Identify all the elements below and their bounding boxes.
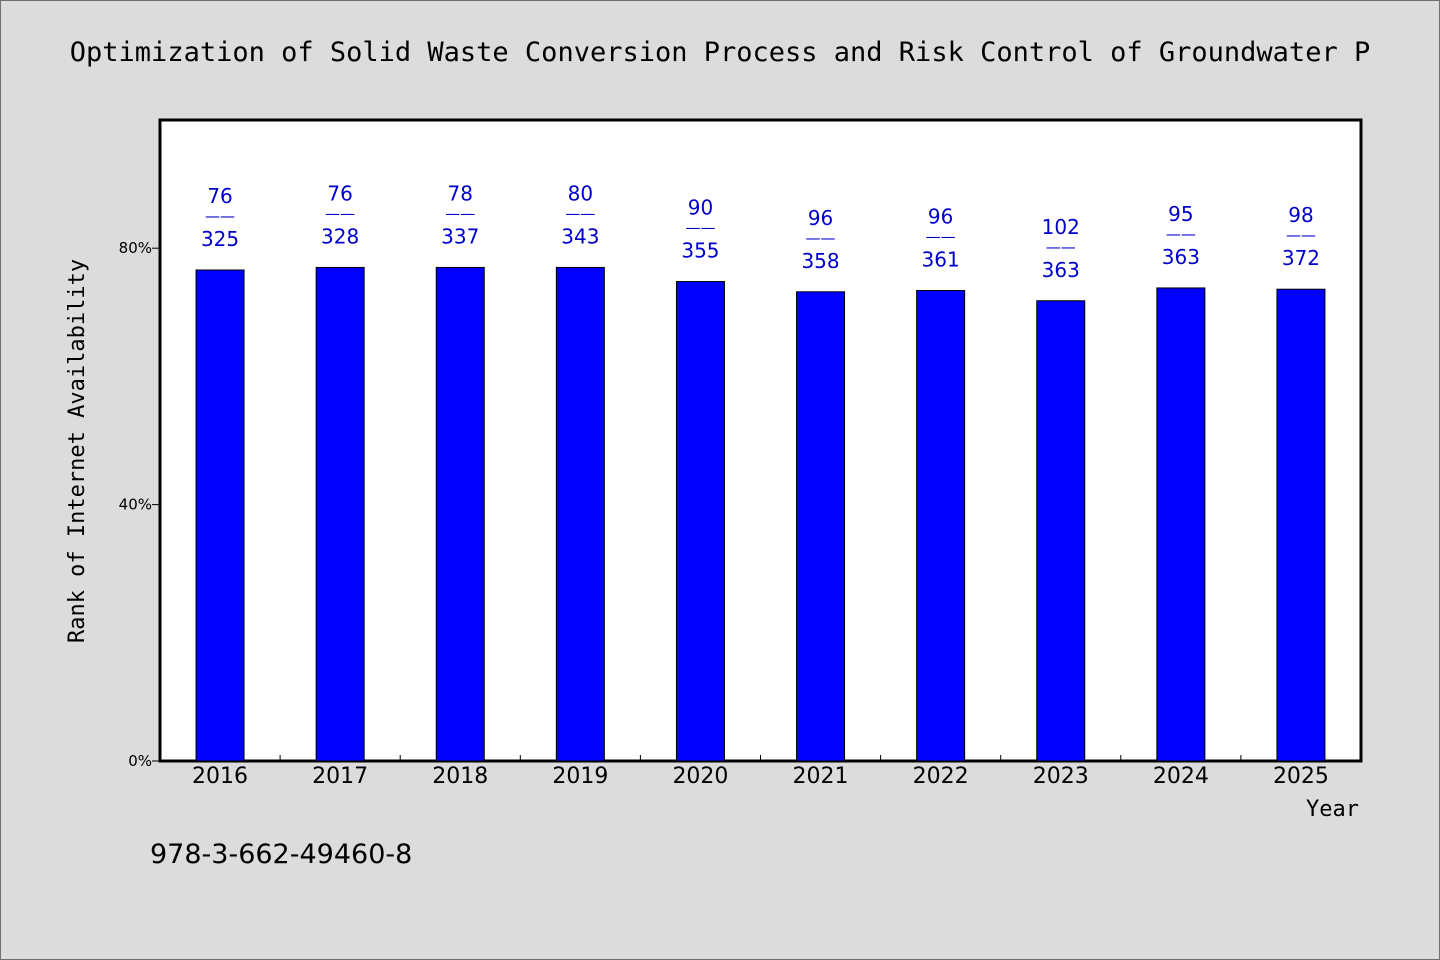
bar-2019 bbox=[555, 266, 605, 762]
x-tick-label-2023: 2023 bbox=[1033, 764, 1089, 789]
x-axis: 2016 2017 2018 2019 2020 2021 2022 2023 2024 2025 bbox=[192, 755, 1329, 789]
bar-2017 bbox=[315, 266, 365, 762]
data-label-top-2016: 76 bbox=[207, 184, 232, 208]
data-label-top-2023: 102 bbox=[1042, 215, 1080, 239]
data-label-separator-2018: —— bbox=[445, 204, 475, 222]
data-label-bottom-2017: 328 bbox=[321, 224, 359, 248]
chart-title: Optimization of Solid Waste Conversion P… bbox=[70, 37, 1370, 68]
y-tick-label-0: 0% bbox=[128, 752, 152, 770]
data-label-top-2024: 95 bbox=[1168, 202, 1193, 226]
x-axis-label: Year bbox=[1306, 797, 1359, 822]
x-tick-label-2018: 2018 bbox=[432, 764, 488, 789]
bar-2023 bbox=[1036, 300, 1086, 762]
data-label-separator-2016: —— bbox=[205, 207, 235, 225]
data-label-separator-2024: —— bbox=[1166, 225, 1196, 243]
data-label-separator-2023: —— bbox=[1046, 238, 1076, 256]
data-label-separator-2022: —— bbox=[926, 228, 956, 246]
x-tick-label-2019: 2019 bbox=[552, 764, 608, 789]
data-label-bottom-2023: 363 bbox=[1042, 258, 1080, 282]
x-tick-label-2024: 2024 bbox=[1153, 764, 1209, 789]
x-tick-label-2020: 2020 bbox=[672, 764, 728, 789]
data-label-top-2025: 98 bbox=[1288, 203, 1313, 227]
bar-2020 bbox=[675, 281, 725, 762]
data-label-top-2017: 76 bbox=[327, 181, 352, 205]
x-tick-label-2017: 2017 bbox=[312, 764, 368, 789]
data-label-separator-2025: —— bbox=[1286, 226, 1316, 244]
data-label-bottom-2016: 325 bbox=[201, 227, 239, 251]
y-tick-label-80: 80% bbox=[119, 239, 152, 257]
data-label-bottom-2021: 358 bbox=[801, 249, 839, 273]
data-label-bottom-2022: 361 bbox=[922, 248, 960, 272]
data-label-bottom-2025: 372 bbox=[1282, 246, 1320, 270]
isbn-label: 978-3-662-49460-8 bbox=[150, 839, 412, 870]
x-tick-label-2025: 2025 bbox=[1273, 764, 1329, 789]
bar-2018 bbox=[435, 266, 485, 762]
data-label-bottom-2018: 337 bbox=[441, 224, 479, 248]
x-tick-label-2022: 2022 bbox=[913, 764, 969, 789]
bars-group bbox=[195, 266, 1326, 762]
y-tick-label-40: 40% bbox=[119, 496, 152, 514]
data-label-bottom-2019: 343 bbox=[561, 224, 599, 248]
data-label-top-2019: 80 bbox=[568, 181, 593, 205]
x-tick-label-2016: 2016 bbox=[192, 764, 248, 789]
x-tick-label-2021: 2021 bbox=[793, 764, 849, 789]
data-label-separator-2021: —— bbox=[806, 229, 836, 247]
data-label-separator-2019: —— bbox=[565, 204, 595, 222]
data-label-top-2020: 90 bbox=[688, 196, 713, 220]
data-label-top-2021: 96 bbox=[808, 206, 833, 230]
data-label-separator-2020: —— bbox=[685, 219, 715, 237]
bar-2025 bbox=[1276, 288, 1326, 762]
data-labels-group: 76——32576——32878——33780——34390——35596——3… bbox=[201, 181, 1320, 281]
y-axis-label: Rank of Internet Availability bbox=[65, 259, 90, 643]
bar-2022 bbox=[916, 290, 966, 762]
bar-2024 bbox=[1156, 287, 1206, 762]
data-label-bottom-2024: 363 bbox=[1162, 245, 1200, 269]
data-label-bottom-2020: 355 bbox=[681, 239, 719, 263]
data-label-top-2022: 96 bbox=[928, 205, 953, 229]
data-label-top-2018: 78 bbox=[448, 181, 473, 205]
bar-2021 bbox=[796, 291, 846, 762]
y-axis: 0% 40% 80% bbox=[119, 239, 160, 770]
data-label-separator-2017: —— bbox=[325, 204, 355, 222]
bar-2016 bbox=[195, 269, 245, 762]
